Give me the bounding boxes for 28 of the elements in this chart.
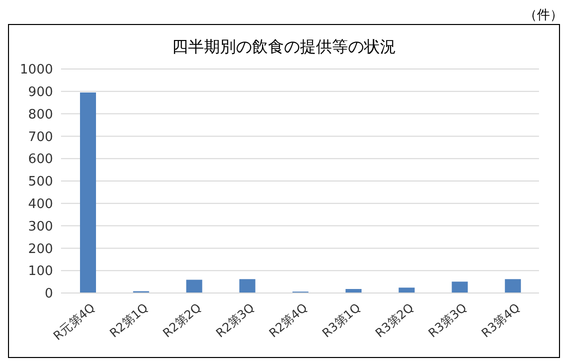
bar (504, 279, 521, 293)
x-tick-label: R2第1Q (107, 300, 151, 340)
x-tick-label: R3第3Q (426, 300, 470, 340)
bar (80, 92, 96, 293)
y-tick-label: 700 (28, 130, 53, 145)
y-tick-label: 900 (28, 85, 53, 100)
x-tick-label: R3第1Q (320, 300, 364, 340)
x-tick-label: R2第4Q (266, 300, 310, 340)
y-tick-label: 400 (28, 197, 53, 212)
x-tick-label: R元第4Q (50, 300, 98, 344)
y-tick-label: 800 (28, 107, 53, 122)
chart-title: 四半期別の飲食の提供等の状況 (171, 37, 397, 58)
y-tick-label: 1000 (20, 62, 53, 78)
bar (398, 288, 415, 293)
bar (186, 280, 202, 293)
y-tick-label: 100 (28, 264, 53, 280)
x-tick-label: R3第4Q (478, 300, 522, 340)
bar (239, 279, 256, 293)
y-tick-label: 300 (28, 219, 53, 234)
y-tick-label: 0 (44, 286, 53, 302)
y-tick-label: 200 (28, 242, 53, 257)
x-tick-label: R2第2Q (160, 300, 204, 340)
y-tick-label: 500 (28, 174, 53, 190)
bar (452, 282, 468, 293)
x-tick-label: R2第3Q (213, 300, 257, 340)
x-tick-label: R3第2Q (372, 300, 416, 340)
y-axis-title: （件） (523, 8, 563, 24)
y-tick-label: 600 (28, 152, 53, 168)
